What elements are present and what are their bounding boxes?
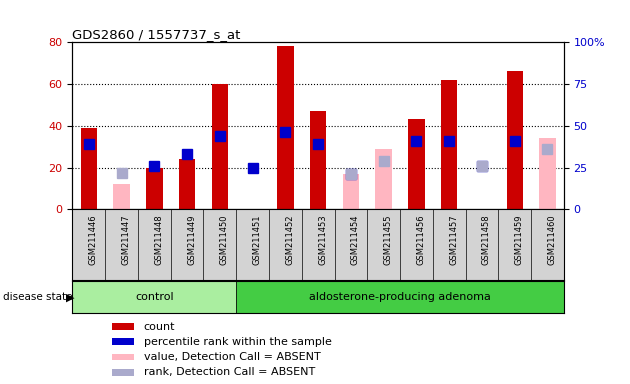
Text: GSM211458: GSM211458 [482, 214, 491, 265]
Text: GSM211459: GSM211459 [515, 214, 524, 265]
Bar [81, 128, 97, 209]
Bar [277, 46, 294, 209]
Bar [146, 167, 163, 209]
Bar [112, 338, 134, 345]
Bar [310, 111, 326, 209]
Text: percentile rank within the sample: percentile rank within the sample [144, 337, 331, 347]
Bar [212, 84, 228, 209]
Text: GSM211453: GSM211453 [318, 214, 327, 265]
Text: GDS2860 / 1557737_s_at: GDS2860 / 1557737_s_at [72, 28, 241, 41]
Bar [112, 354, 134, 361]
Text: GSM211447: GSM211447 [122, 214, 130, 265]
Text: GSM211452: GSM211452 [285, 214, 294, 265]
Bar [375, 149, 392, 209]
Text: aldosterone-producing adenoma: aldosterone-producing adenoma [309, 292, 491, 302]
Text: GSM211449: GSM211449 [187, 214, 196, 265]
Text: GSM211454: GSM211454 [351, 214, 360, 265]
Bar [507, 71, 523, 209]
Text: value, Detection Call = ABSENT: value, Detection Call = ABSENT [144, 352, 321, 362]
Bar [408, 119, 425, 209]
Bar [112, 323, 134, 330]
Text: ▶: ▶ [66, 292, 74, 302]
Text: GSM211456: GSM211456 [416, 214, 425, 265]
Bar [539, 138, 556, 209]
Bar [179, 159, 195, 209]
Text: GSM211455: GSM211455 [384, 214, 392, 265]
Text: rank, Detection Call = ABSENT: rank, Detection Call = ABSENT [144, 367, 315, 377]
Text: disease state: disease state [3, 292, 72, 302]
Text: GSM211446: GSM211446 [89, 214, 98, 265]
Bar [236, 281, 564, 313]
Text: GSM211450: GSM211450 [220, 214, 229, 265]
Bar [113, 184, 130, 209]
Text: count: count [144, 322, 175, 332]
Bar [441, 80, 457, 209]
Text: GSM211457: GSM211457 [449, 214, 458, 265]
Text: control: control [135, 292, 174, 302]
Text: GSM211460: GSM211460 [547, 214, 556, 265]
Bar [72, 281, 236, 313]
Bar [112, 369, 134, 376]
Text: GSM211451: GSM211451 [253, 214, 261, 265]
Text: GSM211448: GSM211448 [154, 214, 163, 265]
Bar [343, 174, 359, 209]
